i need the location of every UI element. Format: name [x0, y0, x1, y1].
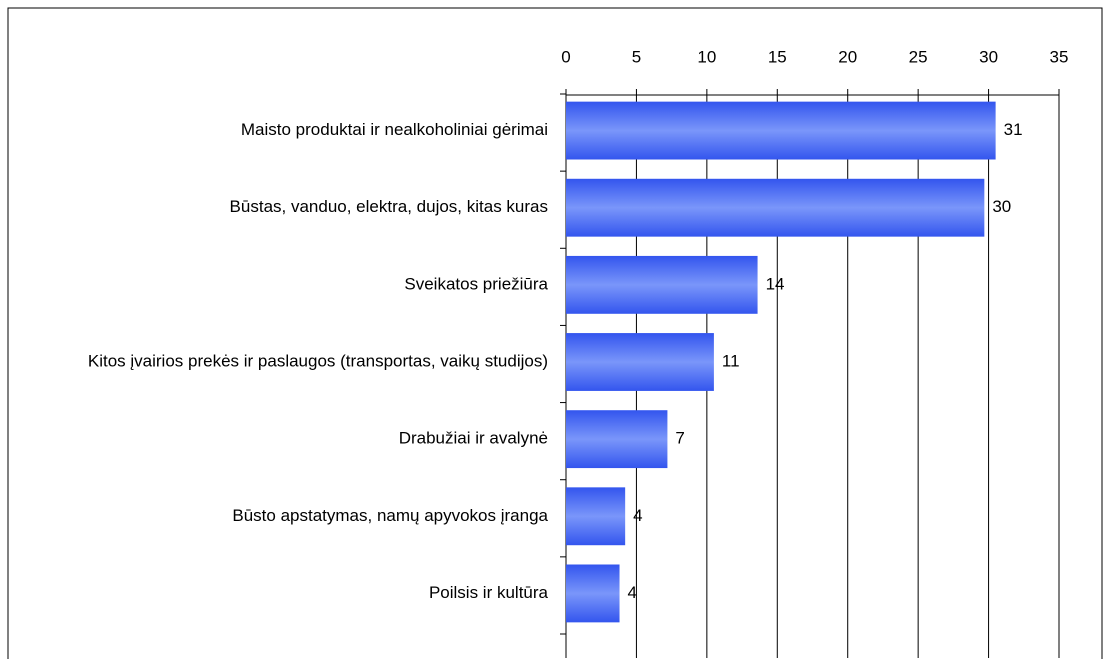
- x-tick-label: 30: [979, 47, 998, 66]
- y-tick-label: Drabužiai ir avalynė: [399, 429, 548, 448]
- value-label: 30: [992, 197, 1011, 216]
- bar: [566, 101, 996, 160]
- x-tick-label: 0: [561, 47, 570, 66]
- value-label: 7: [675, 429, 684, 448]
- bar: [566, 178, 985, 237]
- bar: [566, 255, 758, 314]
- x-tick-label: 10: [697, 47, 716, 66]
- bar: [566, 410, 668, 469]
- x-tick-label: 5: [632, 47, 641, 66]
- x-tick-label: 35: [1050, 47, 1069, 66]
- value-label: 14: [766, 274, 785, 293]
- value-label: 4: [628, 583, 637, 602]
- value-label: 31: [1004, 120, 1023, 139]
- bar: [566, 487, 626, 546]
- value-label: 11: [722, 351, 740, 370]
- y-tick-label: Būsto apstatymas, namų apyvokos įranga: [232, 506, 548, 525]
- x-tick-label: 25: [909, 47, 928, 66]
- x-tick-label: 20: [838, 47, 857, 66]
- bar: [566, 333, 714, 391]
- y-tick-label: Kitos įvairios prekės ir paslaugos (tran…: [88, 351, 548, 370]
- y-tick-label: Būstas, vanduo, elektra, dujos, kitas ku…: [230, 197, 548, 216]
- x-tick-label: 15: [768, 47, 787, 66]
- bar: [566, 564, 620, 623]
- value-label: 4: [633, 506, 642, 525]
- y-tick-label: Sveikatos priežiūra: [404, 274, 548, 293]
- frame: [7, 7, 1103, 664]
- y-tick-label: Maisto produktai ir nealkoholiniai gėrim…: [241, 120, 548, 139]
- y-tick-label: Poilsis ir kultūra: [429, 583, 549, 602]
